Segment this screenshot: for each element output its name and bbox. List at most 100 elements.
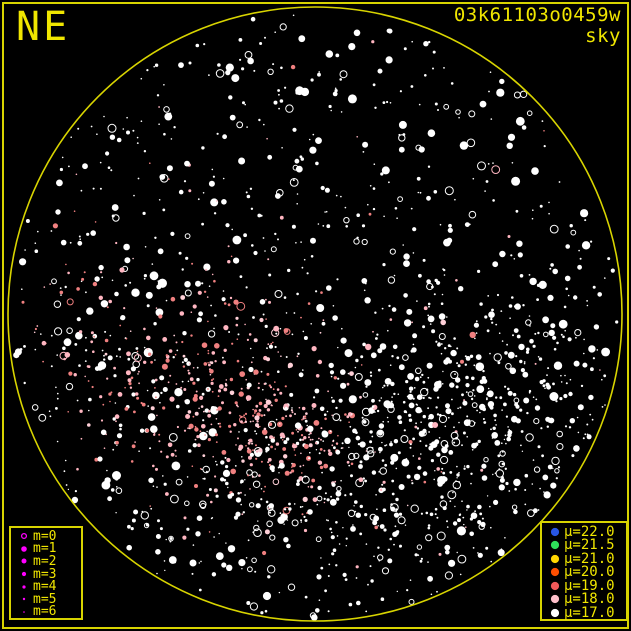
star: [327, 575, 330, 577]
star: [266, 357, 270, 362]
star: [184, 281, 191, 288]
star: [330, 535, 335, 540]
star: [132, 257, 134, 260]
star: [532, 459, 535, 461]
star: [248, 333, 252, 336]
star: [335, 449, 341, 455]
star: [365, 343, 372, 351]
star: [71, 496, 79, 504]
star: [143, 150, 147, 153]
star: [477, 161, 486, 171]
star: [528, 389, 532, 393]
star: [284, 385, 287, 388]
star: [270, 246, 277, 253]
star: [438, 552, 442, 556]
star: [213, 279, 216, 283]
star: [403, 410, 407, 414]
star: [458, 421, 460, 424]
star: [507, 430, 513, 435]
star: [274, 398, 278, 402]
star: [109, 134, 116, 140]
star: [568, 391, 573, 397]
star: [499, 78, 505, 85]
star: [492, 162, 494, 164]
star: [249, 602, 258, 611]
star: [217, 63, 221, 67]
star: [569, 378, 572, 381]
star: [198, 407, 200, 410]
star: [361, 407, 371, 417]
star: [459, 406, 462, 409]
star: [599, 369, 601, 371]
star: [295, 91, 300, 95]
star: [199, 500, 207, 509]
star: [316, 495, 323, 502]
star: [356, 213, 361, 217]
star: [412, 397, 415, 400]
star: [518, 343, 525, 351]
star: [197, 443, 201, 448]
star: [427, 165, 431, 168]
star: [549, 392, 559, 401]
star: [380, 597, 385, 601]
star: [479, 302, 483, 306]
star: [54, 327, 63, 336]
star: [299, 438, 302, 442]
star: [466, 415, 469, 418]
star: [140, 511, 150, 520]
star: [332, 439, 335, 442]
star: [267, 461, 270, 464]
star: [283, 296, 287, 299]
star: [519, 408, 523, 412]
star: [182, 365, 186, 368]
star: [258, 401, 263, 406]
star: [537, 445, 541, 449]
star: [335, 564, 338, 567]
star: [332, 413, 341, 422]
star: [259, 42, 263, 45]
star: [21, 300, 25, 304]
star: [440, 440, 449, 448]
star: [575, 336, 577, 339]
star: [462, 431, 466, 435]
star: [348, 395, 357, 404]
star: [191, 465, 194, 468]
star: [266, 347, 268, 350]
star: [413, 387, 416, 389]
star: [512, 392, 517, 397]
star: [92, 187, 95, 190]
star: [183, 429, 187, 432]
star: [409, 390, 412, 393]
star: [245, 378, 247, 381]
star: [465, 356, 471, 361]
star: [329, 370, 335, 375]
star: [308, 138, 311, 141]
star: [70, 136, 72, 138]
star: [403, 253, 410, 260]
star: [252, 316, 255, 319]
star: [376, 508, 378, 511]
star: [195, 390, 198, 393]
star: [486, 390, 494, 398]
star: [393, 439, 399, 444]
star: [59, 287, 62, 289]
star: [218, 389, 221, 392]
star: [419, 191, 422, 194]
star: [391, 492, 395, 496]
star: [154, 359, 156, 361]
star: [371, 435, 374, 438]
star: [386, 416, 389, 419]
star: [405, 380, 409, 384]
star: [197, 198, 200, 201]
star: [241, 459, 245, 463]
star: [453, 441, 456, 444]
star: [370, 579, 374, 583]
star: [263, 382, 266, 385]
star: [409, 579, 412, 581]
star: [345, 225, 349, 228]
star: [119, 356, 121, 358]
star: [408, 440, 413, 445]
star: [141, 402, 146, 407]
star: [279, 327, 282, 330]
star: [272, 341, 274, 344]
